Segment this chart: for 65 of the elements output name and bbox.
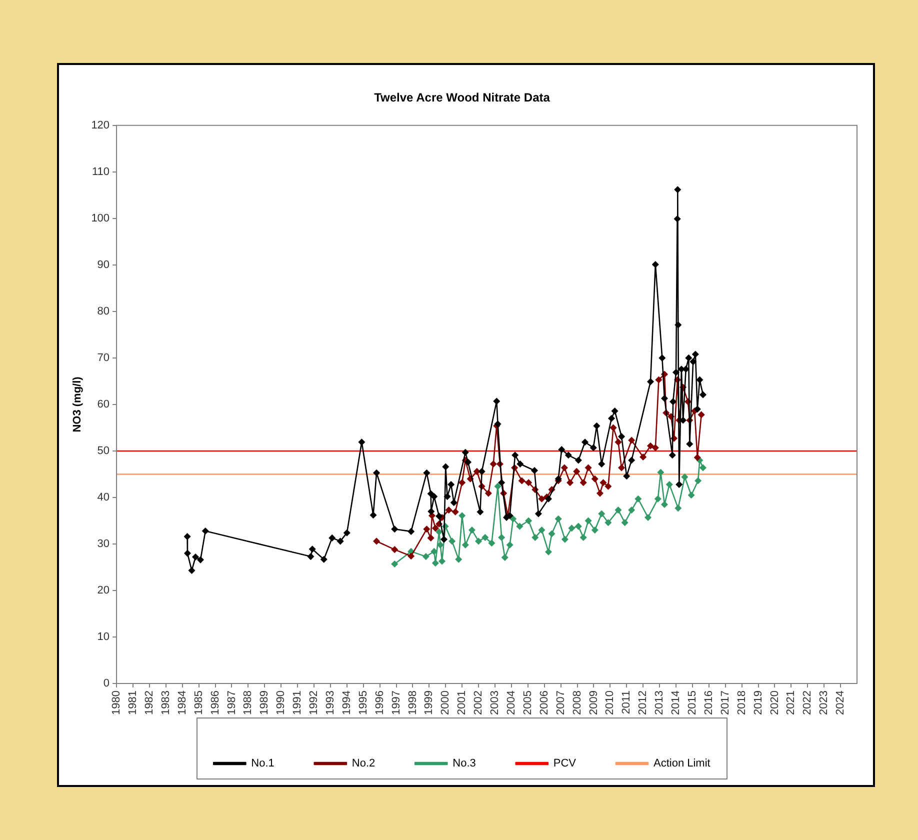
- x-tick-label: 2002: [472, 690, 485, 716]
- x-tick-label: 2023: [818, 690, 830, 716]
- x-tick-label: 2000: [440, 690, 452, 716]
- x-tick-label: 1998: [406, 690, 419, 716]
- legend-label: No.3: [452, 758, 476, 770]
- chart-title: Twelve Acre Wood Nitrate Data: [374, 90, 550, 105]
- x-tick-label: 2020: [768, 690, 781, 716]
- x-tick-label: 2010: [604, 690, 616, 716]
- x-tick-label: 2005: [522, 690, 534, 716]
- x-tick-label: 2019: [752, 690, 764, 716]
- x-tick-label: 1993: [324, 690, 336, 716]
- x-tick-label: 2009: [588, 690, 600, 716]
- legend-label: PCV: [553, 758, 577, 770]
- x-tick-label: 2003: [489, 690, 502, 716]
- x-tick-label: 2014: [670, 690, 682, 716]
- x-tick-label: 1992: [308, 690, 320, 716]
- x-tick-label: 1985: [192, 690, 205, 716]
- x-tick-label: 1986: [209, 690, 222, 716]
- x-tick-label: 1999: [423, 690, 436, 716]
- x-tick-label: 1988: [242, 690, 254, 716]
- x-tick-label: 1984: [176, 690, 188, 716]
- x-tick-label: 2004: [505, 690, 518, 716]
- x-tick-label: 1981: [127, 690, 140, 716]
- x-tick-label: 2001: [456, 690, 468, 716]
- y-tick-label: 30: [97, 538, 110, 550]
- y-axis-title: NO3 (mg/l): [72, 376, 84, 432]
- x-tick-label: 2008: [571, 690, 584, 716]
- x-tick-label: 1982: [143, 690, 156, 716]
- x-tick-label: 2017: [719, 690, 732, 716]
- x-tick-label: 1987: [226, 690, 238, 716]
- x-tick-label: 2012: [637, 690, 650, 716]
- x-tick-label: 2015: [686, 690, 698, 716]
- x-tick-label: 2022: [802, 690, 814, 716]
- x-tick-label: 2013: [654, 690, 666, 716]
- x-tick-label: 1991: [292, 690, 304, 716]
- x-tick-label: 2024: [834, 690, 847, 716]
- y-tick-label: 100: [91, 212, 110, 224]
- x-tick-label: 1983: [160, 690, 172, 716]
- x-tick-label: 1996: [374, 690, 386, 716]
- x-tick-label: 1990: [275, 690, 288, 716]
- x-tick-label: 1995: [357, 690, 370, 716]
- legend-label: Action Limit: [653, 758, 710, 770]
- x-tick-label: 2007: [554, 690, 567, 716]
- y-tick-label: 70: [97, 352, 110, 364]
- x-tick-label: 1989: [258, 690, 271, 716]
- x-tick-label: 2021: [785, 690, 798, 716]
- x-tick-label: 1997: [390, 690, 402, 716]
- y-tick-label: 10: [97, 631, 110, 644]
- y-tick-label: 20: [97, 584, 110, 597]
- x-tick-label: 1980: [110, 690, 123, 716]
- y-tick-label: 80: [97, 305, 110, 318]
- y-tick-label: 110: [92, 166, 110, 178]
- y-tick-label: 90: [97, 258, 110, 271]
- x-tick-label: 2016: [702, 690, 715, 716]
- x-tick-label: 2006: [538, 690, 550, 716]
- legend-label: No.2: [352, 758, 376, 770]
- x-tick-label: 2018: [736, 690, 748, 716]
- y-tick-label: 50: [97, 445, 110, 458]
- y-tick-label: 120: [91, 119, 110, 132]
- x-tick-label: 2011: [620, 690, 633, 714]
- x-tick-label: 1994: [340, 690, 353, 716]
- y-tick-label: 60: [97, 398, 110, 410]
- legend-label: No.1: [251, 758, 274, 770]
- y-tick-label: 0: [103, 678, 110, 690]
- y-tick-label: 40: [97, 492, 110, 504]
